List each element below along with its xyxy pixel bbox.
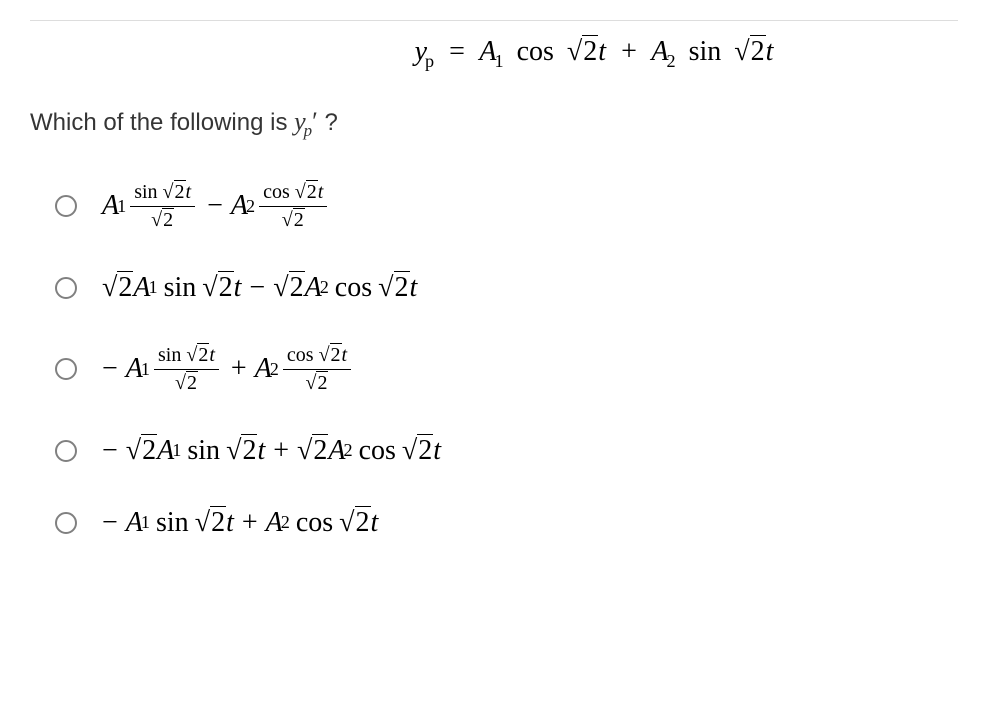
given-equation: yp = A1 cos 2t + A2 sin 2t bbox=[30, 36, 958, 72]
equals: = bbox=[449, 36, 465, 67]
divider bbox=[30, 20, 958, 21]
plus: + bbox=[621, 36, 637, 67]
radio-icon[interactable] bbox=[55, 440, 77, 462]
option-5-math: − A1 sin 2t + A2 cos 2t bbox=[102, 507, 378, 539]
radio-icon[interactable] bbox=[55, 195, 77, 217]
radio-icon[interactable] bbox=[55, 358, 77, 380]
option-3-math: − A1 sin 2t 2 + A2 cos 2t 2 bbox=[102, 344, 355, 395]
radio-icon[interactable] bbox=[55, 512, 77, 534]
option-3[interactable]: − A1 sin 2t 2 + A2 cos 2t 2 bbox=[30, 344, 958, 395]
option-2[interactable]: 2A1 sin 2t − 2A2 cos 2t bbox=[30, 272, 958, 304]
question-text: Which of the following is yp′ ? bbox=[30, 107, 958, 141]
option-1-math: A1 sin 2t 2 − A2 cos 2t 2 bbox=[102, 181, 331, 232]
radio-icon[interactable] bbox=[55, 277, 77, 299]
sqrt2t-2: 2 bbox=[734, 36, 765, 68]
cos-func: cos bbox=[517, 36, 554, 67]
option-4-math: − 2A1 sin 2t + 2A2 cos 2t bbox=[102, 435, 441, 467]
option-1[interactable]: A1 sin 2t 2 − A2 cos 2t 2 bbox=[30, 181, 958, 232]
option-4[interactable]: − 2A1 sin 2t + 2A2 cos 2t bbox=[30, 435, 958, 467]
sin-func: sin bbox=[689, 36, 722, 67]
sqrt2t-1: 2 bbox=[567, 36, 598, 68]
eq-lhs: yp bbox=[415, 36, 435, 67]
eq-term1: A1 bbox=[479, 36, 503, 67]
option-2-math: 2A1 sin 2t − 2A2 cos 2t bbox=[102, 272, 417, 304]
option-5[interactable]: − A1 sin 2t + A2 cos 2t bbox=[30, 507, 958, 539]
eq-term2: A2 bbox=[651, 36, 675, 67]
